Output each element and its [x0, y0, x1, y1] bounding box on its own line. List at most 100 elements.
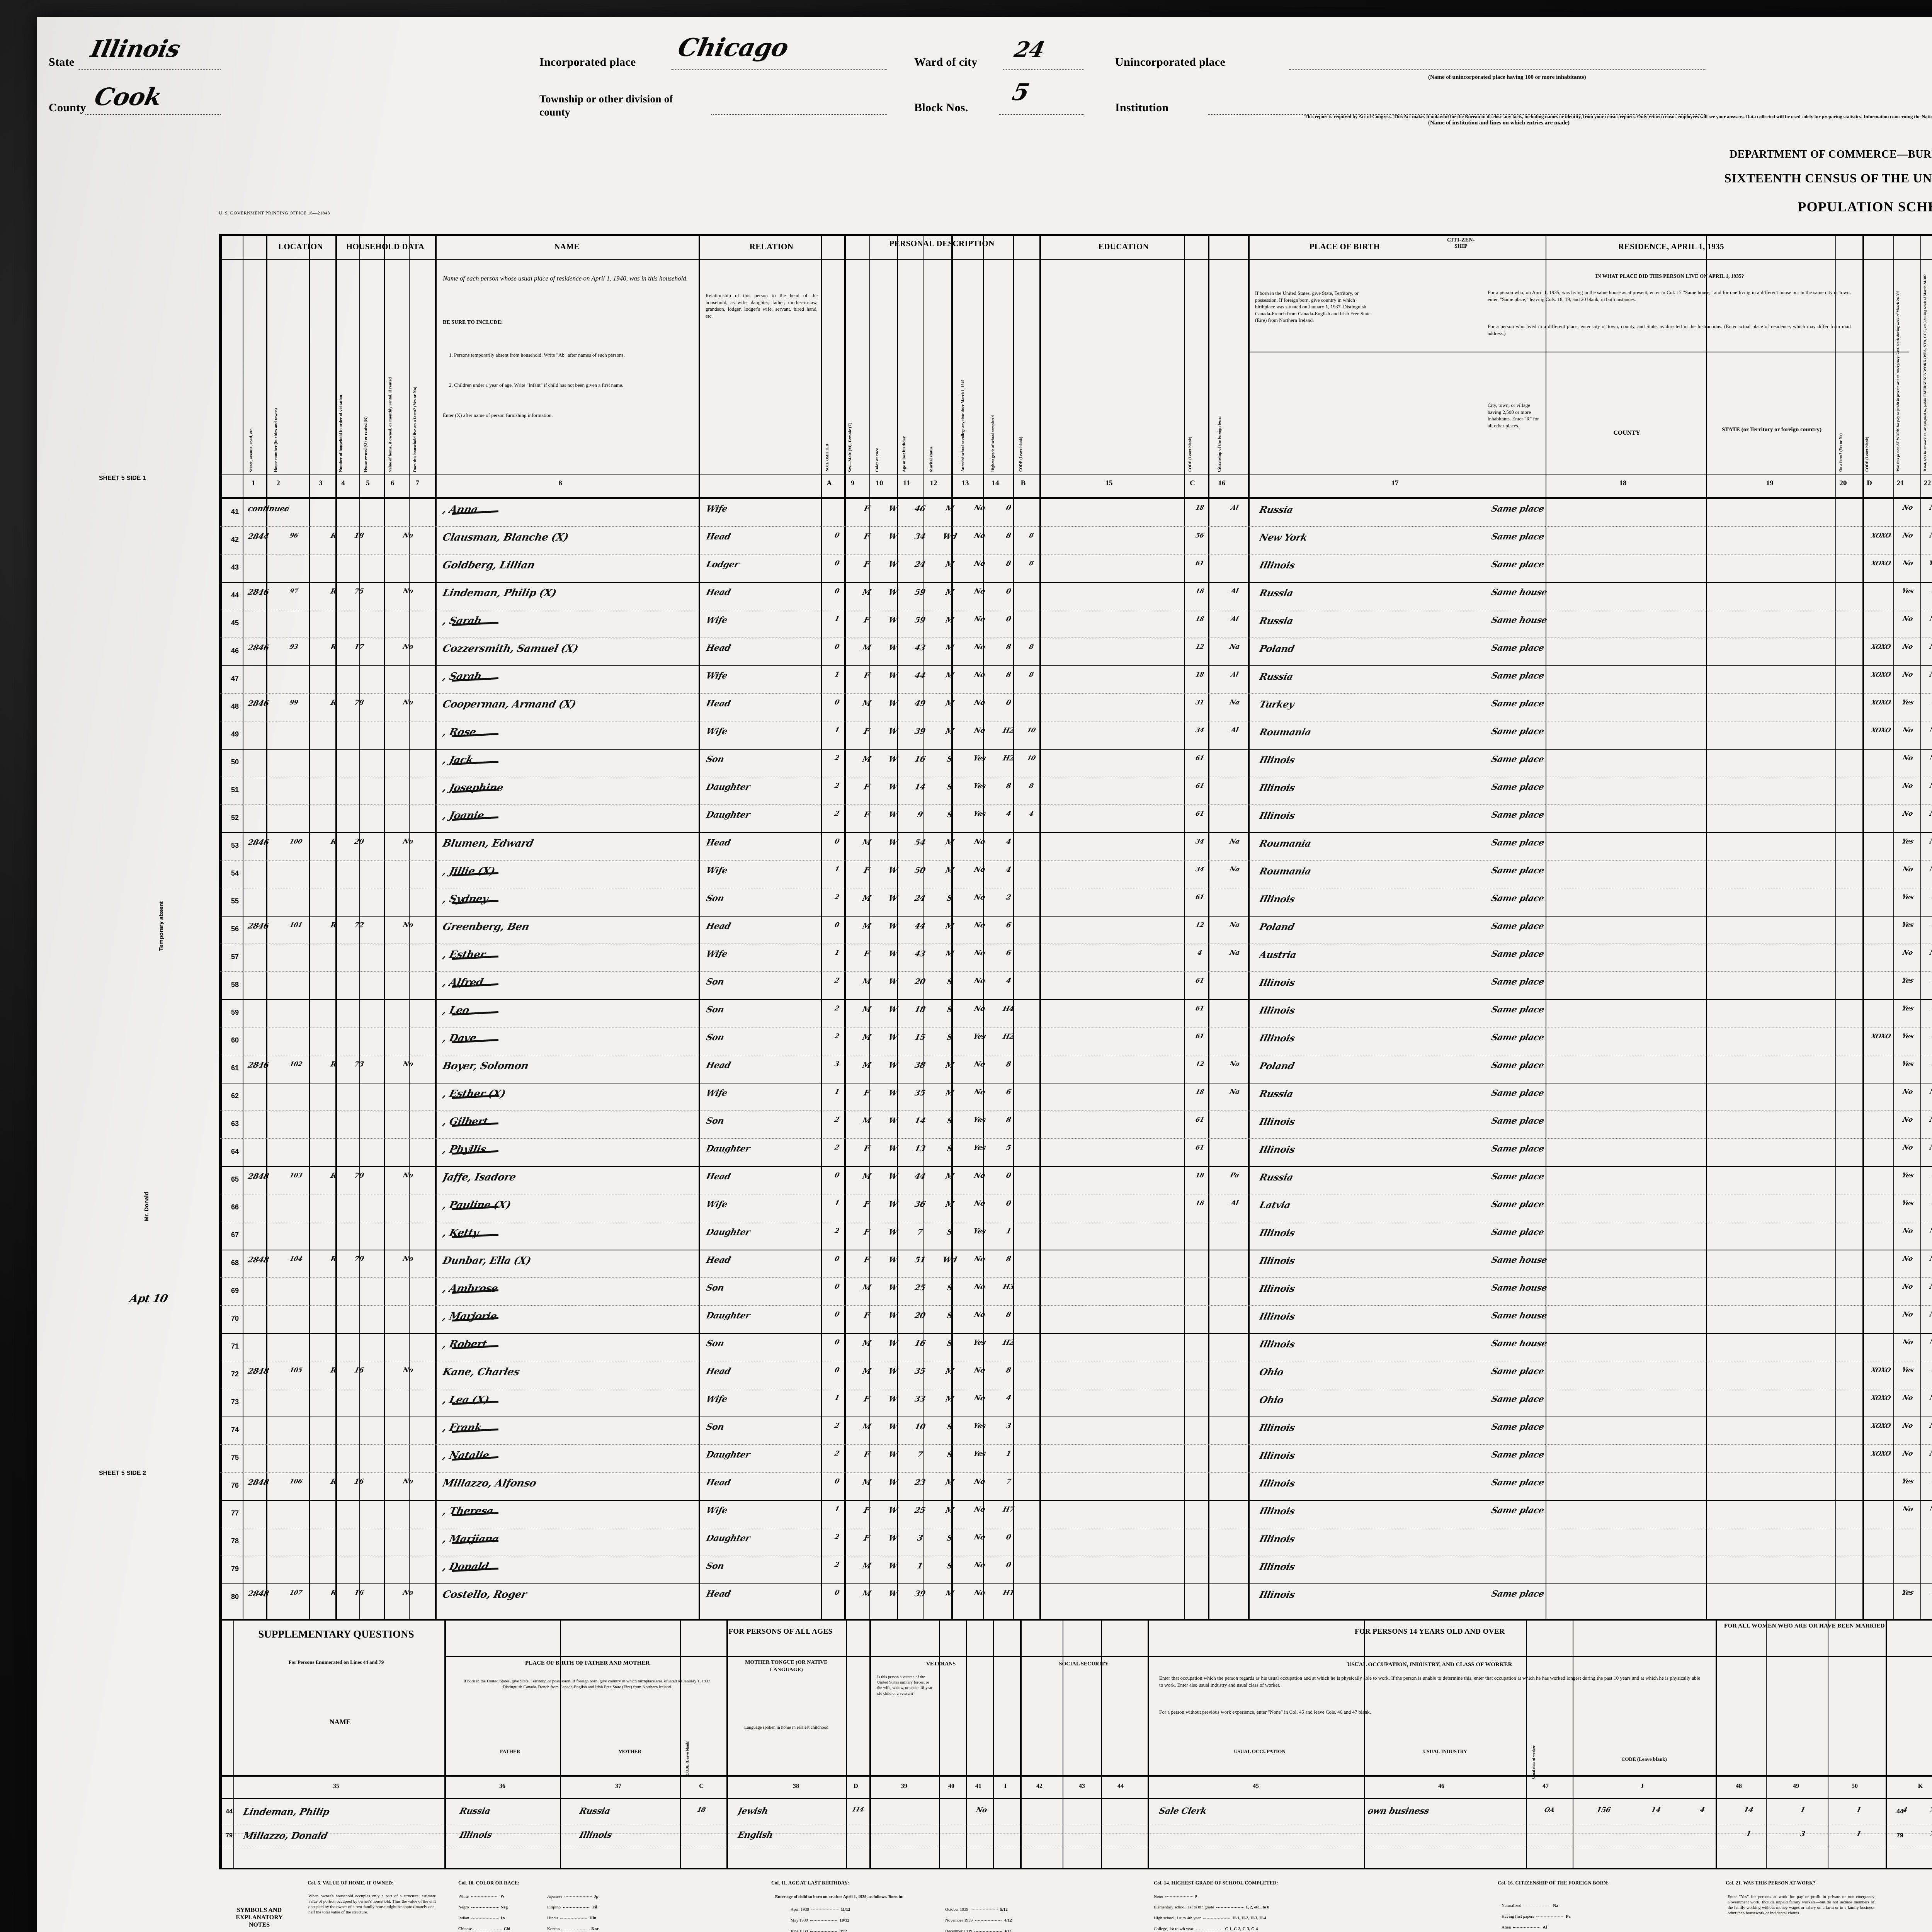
- line-number: 80: [231, 1593, 239, 1600]
- race-code-item: White W: [458, 1894, 505, 1899]
- cell-name: , Jillie (X): [441, 866, 496, 877]
- cell-b: 8: [1028, 532, 1034, 539]
- supp-column-number: 49: [1793, 1783, 1799, 1789]
- cell-grade: 8: [1005, 1060, 1012, 1068]
- cell-a: 1: [834, 726, 840, 734]
- cell-age: 44: [913, 1172, 927, 1181]
- cell-hh: R: [330, 921, 337, 929]
- cell-street: 2848: [247, 1172, 270, 1181]
- cell-hh: R: [330, 699, 337, 707]
- row-separator: [220, 1583, 1932, 1584]
- group-header-location: LOCATION: [278, 242, 323, 251]
- line-number: 68: [231, 1259, 239, 1267]
- cell-a: 0: [834, 532, 840, 539]
- cell-grade: 0: [1005, 1533, 1012, 1541]
- cell-a: 3: [834, 1060, 840, 1068]
- supp-cell-w4: 4: [1902, 1806, 1908, 1813]
- cell-a: 2: [834, 754, 840, 762]
- caption-col20: On a farm? (Yes or No): [1839, 433, 1843, 472]
- cell-sex: F: [863, 1311, 871, 1320]
- supp-column-number: D: [854, 1783, 858, 1789]
- cell-sex: M: [861, 1338, 872, 1348]
- supp-cell-tongue: Jewish: [736, 1806, 769, 1816]
- caption-col15: If born in the United States, give State…: [1255, 290, 1371, 323]
- cell-birth: Illinois: [1258, 977, 1296, 988]
- cell-res: Same house: [1490, 1311, 1548, 1321]
- supp-column-number: 44: [1117, 1783, 1124, 1789]
- cell-sch: No: [973, 1199, 986, 1208]
- cell-grade: 8: [1005, 1255, 1012, 1263]
- cell-race: W: [888, 1478, 898, 1487]
- column-number: C: [1190, 479, 1195, 487]
- supp-usual-class: Usual class of worker: [1532, 1745, 1536, 1779]
- supp-usual-occ-p1: Enter that occupation which the person r…: [1159, 1675, 1700, 1688]
- cell-res: Same place: [1490, 1366, 1545, 1376]
- cell-a: 0: [834, 1478, 840, 1485]
- cell-rel: Daughter: [705, 810, 751, 820]
- cell-sex: F: [863, 1227, 871, 1236]
- cell-sex: F: [863, 866, 871, 875]
- cell-race: W: [888, 782, 898, 791]
- cell-name: , Alfred: [441, 977, 485, 988]
- cell-farm: No: [402, 1060, 414, 1068]
- cell-d: XOXO: [1870, 1422, 1892, 1429]
- cell-ms: M: [944, 949, 955, 958]
- cell-res: Same place: [1490, 810, 1545, 820]
- supp-column-number: J: [1641, 1783, 1644, 1789]
- cell-rel: Wife: [705, 504, 729, 514]
- cell-ms: M: [944, 1478, 955, 1487]
- cell-age: 33: [913, 1394, 927, 1403]
- caption-col7-item3: Enter (X) after name of person furnishin…: [443, 412, 553, 418]
- cell-ms: S: [946, 893, 954, 903]
- cell-res: Same place: [1490, 1394, 1545, 1404]
- cell-q22: —: [1930, 1032, 1932, 1040]
- institution-label: Institution: [1115, 101, 1169, 114]
- cell-age: 24: [913, 893, 927, 903]
- cell-birth: Illinois: [1258, 1255, 1296, 1266]
- cell-ms: S: [946, 1227, 954, 1236]
- cell-age: 59: [913, 615, 927, 624]
- cell-grade: H2: [1002, 1032, 1015, 1041]
- cell-birth: Russia: [1258, 504, 1294, 515]
- caption-col10: Color or race: [875, 448, 879, 472]
- cell-a: 2: [834, 893, 840, 901]
- cell-age: 7: [916, 1450, 924, 1459]
- cell-q22: No: [1929, 1338, 1932, 1346]
- cell-birth: Russia: [1258, 1088, 1294, 1099]
- line-number: 41: [231, 508, 239, 515]
- cell-age: 36: [913, 1199, 927, 1209]
- cell-birth: Ohio: [1258, 1394, 1285, 1405]
- cell-ms: M: [944, 587, 955, 597]
- cell-cit: Na: [1228, 1060, 1241, 1068]
- row-separator: [220, 1444, 1932, 1445]
- cell-res: Same place: [1490, 1032, 1545, 1043]
- cell-grade: 4: [1005, 810, 1012, 818]
- cell-res: Same place: [1490, 1060, 1545, 1070]
- cell-res: Same house: [1490, 1338, 1548, 1349]
- line-number: 45: [231, 619, 239, 627]
- cell-q22: No: [1929, 643, 1932, 651]
- supplementary-title: SUPPLEMENTARY QUESTIONS: [258, 1628, 414, 1640]
- cell-name: , Phyllis: [441, 1144, 487, 1155]
- column-number: 1: [252, 479, 255, 487]
- cell-q21: No: [1901, 560, 1914, 567]
- cell-sch: No: [973, 977, 986, 985]
- cell-grade: 4: [1005, 866, 1012, 874]
- cell-age: 20: [913, 977, 927, 986]
- line-number: 43: [231, 563, 239, 571]
- cell-race: W: [888, 699, 898, 708]
- line-number: 57: [231, 953, 239, 961]
- cell-sch: No: [973, 1005, 986, 1013]
- cell-sex: F: [863, 1505, 871, 1515]
- cell-sch: No: [973, 949, 986, 957]
- cell-sch: No: [973, 838, 986, 846]
- supp-social-security: SOCIAL SECURITY: [1059, 1661, 1109, 1667]
- cell-rel: Head: [705, 532, 732, 542]
- cell-race: W: [888, 1227, 898, 1236]
- cell-name: , Joanie: [441, 810, 485, 821]
- cell-farm: No: [402, 1478, 414, 1485]
- line-number: 49: [231, 730, 239, 738]
- cell-sex: F: [863, 1394, 871, 1403]
- cell-hh: R: [330, 1255, 337, 1263]
- caption-col1: Street, avenue, road, etc.: [249, 427, 253, 472]
